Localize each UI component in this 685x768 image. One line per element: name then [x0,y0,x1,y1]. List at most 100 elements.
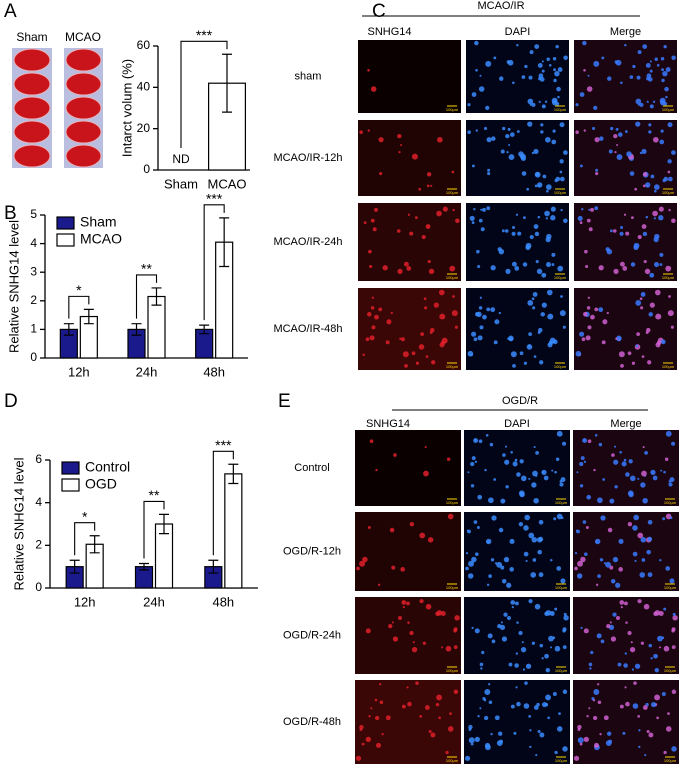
cell [638,745,641,749]
cell [577,724,582,730]
cell [474,628,480,634]
cell [619,450,622,454]
cell [471,92,477,97]
cell [525,559,528,563]
scale-bar-label: 100µm [555,500,568,505]
x-tick-label: 12h [74,594,96,609]
cell [541,60,544,63]
cell [589,667,592,670]
cell [516,472,521,477]
cell [541,69,545,73]
cell [509,567,514,572]
cell [528,477,531,480]
cell [626,151,632,157]
cell [562,629,566,633]
cell [593,60,600,67]
cell [451,170,455,174]
cell [473,208,476,211]
cell [559,482,564,487]
legend-swatch [61,478,80,492]
y-tick-label: 60 [137,38,151,52]
cell [377,583,381,587]
cell [425,224,431,229]
cell [615,337,618,340]
cell [496,740,503,747]
cell [617,662,622,667]
cell [607,527,613,533]
cell [595,168,599,172]
cell [465,566,469,571]
cell [648,312,653,317]
y-tick-label: 1 [30,322,37,336]
brain-slice [65,120,102,144]
micrograph [574,288,677,370]
cell [671,689,677,695]
cell [538,519,544,525]
panel-letter: C [372,1,386,22]
cell [657,635,663,642]
cell [447,726,454,732]
cell [641,470,647,477]
cell [661,636,665,640]
cell [393,453,397,457]
cell [392,636,399,642]
cell [619,261,625,267]
cell [546,289,553,296]
cell [654,57,658,61]
cell [498,311,501,315]
cell [609,229,613,233]
cell [659,263,663,266]
cell [632,551,638,557]
scale-bar-label: 100µm [664,585,677,590]
cell [536,268,543,275]
cell [563,218,568,224]
cell [397,133,402,139]
micrograph [355,512,461,591]
cell [524,514,531,521]
row-label: sham [295,70,322,82]
cell [625,621,628,624]
cell [422,641,427,645]
cell [643,603,650,610]
cell [532,292,538,297]
cell [405,601,410,606]
cell [361,742,365,746]
cell [573,755,580,761]
cell [600,639,605,644]
cell [530,572,537,578]
cell [554,645,561,652]
cell [385,340,390,345]
cell [606,311,609,315]
cell [552,339,558,345]
cell [582,40,587,46]
cell [612,612,617,617]
cell [502,126,506,131]
cell [610,636,617,642]
cell [362,353,365,357]
cell [623,663,628,668]
cell [508,335,514,342]
cell [608,149,613,154]
cell [359,560,366,567]
cell [378,307,383,312]
cell [576,573,583,579]
cell [606,248,613,255]
cell [600,515,606,521]
cell [371,296,374,299]
cell [511,261,517,267]
cell [519,459,524,464]
cell [502,453,506,457]
micrograph [464,680,570,764]
cell [541,702,548,708]
cell [587,296,590,299]
x-tick-label: 48h [212,594,234,609]
cell [527,300,534,306]
cell [559,310,566,317]
cell [628,459,633,464]
cell [654,289,661,296]
column-label: DAPI [504,418,530,430]
cell [527,121,533,127]
cell [648,732,654,738]
cell [577,737,584,744]
legend-swatch [56,216,75,230]
